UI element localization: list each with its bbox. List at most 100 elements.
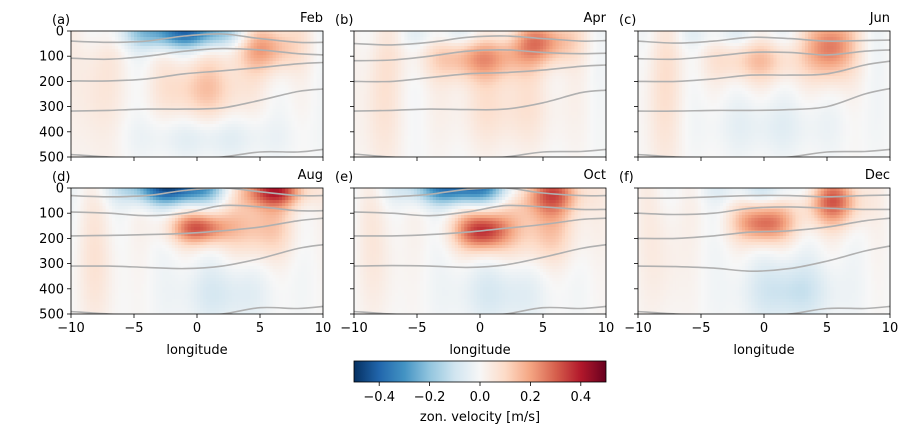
heat-cell [372, 58, 377, 62]
heat-cell [244, 49, 248, 53]
heat-cell [219, 145, 223, 149]
heat-cell [423, 73, 427, 77]
heat-cell [96, 85, 100, 89]
heat-cell [382, 34, 386, 38]
heat-cell [539, 85, 544, 89]
heat-cell [530, 34, 534, 38]
heat-cell [568, 31, 572, 35]
heat-cell [480, 82, 484, 86]
heat-cell [77, 70, 81, 74]
heat-cell [360, 73, 364, 77]
heat-cell [445, 82, 449, 86]
heat-cell [288, 55, 292, 59]
heat-cell [300, 118, 305, 122]
heat-cell [222, 142, 226, 146]
heat-cell [266, 106, 270, 110]
heat-cell [379, 85, 383, 89]
heat-cell [146, 34, 151, 38]
heat-cell [300, 49, 305, 53]
heat-cell [121, 43, 125, 47]
heat-cell [319, 91, 323, 95]
heat-cell [426, 49, 430, 53]
heat-cell [288, 61, 292, 65]
heat-cell [398, 76, 402, 80]
heat-cell [143, 142, 147, 146]
heat-cell [360, 88, 364, 92]
heat-cell [241, 40, 245, 44]
heat-cell [212, 106, 217, 110]
heat-cell [420, 64, 424, 68]
heat-cell [354, 31, 358, 35]
heat-cell [448, 76, 453, 80]
heat-cell [297, 139, 302, 143]
heat-cell [316, 58, 321, 62]
heat-cell [439, 85, 443, 89]
heat-cell [275, 130, 280, 134]
heat-cell [310, 94, 314, 98]
heat-cell [137, 154, 141, 157]
heat-cell [80, 70, 84, 74]
heat-cell [574, 40, 579, 44]
heat-cell [278, 130, 283, 134]
heat-cell [143, 127, 147, 131]
heat-cell [388, 76, 393, 80]
heat-cell [269, 106, 273, 110]
heat-cell [156, 109, 160, 113]
heat-cell [134, 118, 138, 122]
heat-cell [310, 127, 314, 131]
heat-cell [404, 49, 408, 53]
heat-cell [165, 91, 170, 95]
heat-cell [558, 31, 563, 35]
heat-cell [571, 46, 575, 50]
heat-cell [492, 76, 497, 80]
heat-cell [134, 49, 138, 53]
heat-cell [206, 34, 210, 38]
heat-cell [247, 91, 251, 95]
heat-cell [307, 97, 311, 101]
heat-cell [140, 109, 144, 113]
heat-cell [590, 67, 594, 71]
heat-cell [319, 109, 323, 113]
heat-cell [275, 121, 280, 125]
heat-cell [156, 79, 160, 83]
heat-cell [174, 79, 179, 83]
heat-cell [121, 112, 125, 116]
heat-cell [313, 115, 318, 119]
heat-cell [108, 85, 113, 89]
heat-cell [552, 61, 556, 65]
heat-cell [174, 130, 179, 134]
heat-cell [212, 97, 217, 101]
heat-cell [565, 40, 569, 44]
heat-cell [285, 127, 289, 131]
heat-cell [174, 52, 179, 56]
heat-cell [524, 31, 528, 35]
heat-cell [266, 46, 270, 50]
heat-cell [203, 130, 207, 134]
heat-cell [530, 55, 534, 59]
heat-cell [83, 64, 88, 68]
heat-cell [237, 43, 242, 47]
heat-cell [398, 82, 402, 86]
heat-cell [165, 103, 170, 107]
heat-cell [197, 127, 201, 131]
heat-cell [256, 136, 261, 140]
heat-cell [539, 43, 544, 47]
heat-cell [231, 55, 236, 59]
heat-cell [124, 151, 129, 155]
heat-cell [215, 40, 220, 44]
heat-cell [445, 37, 449, 41]
heat-cell [300, 151, 305, 155]
heat-cell [83, 115, 88, 119]
heat-cell [118, 118, 122, 122]
heat-cell [310, 40, 314, 44]
heat-cell [505, 37, 509, 41]
heat-cell [225, 67, 229, 71]
heat-cell [203, 124, 207, 128]
heat-cell [206, 145, 210, 149]
heat-cell [511, 43, 516, 47]
heat-cell [514, 85, 519, 89]
heat-cell [269, 136, 273, 140]
heat-cell [527, 61, 531, 65]
heat-cell [596, 31, 601, 35]
heat-cell [473, 37, 478, 41]
